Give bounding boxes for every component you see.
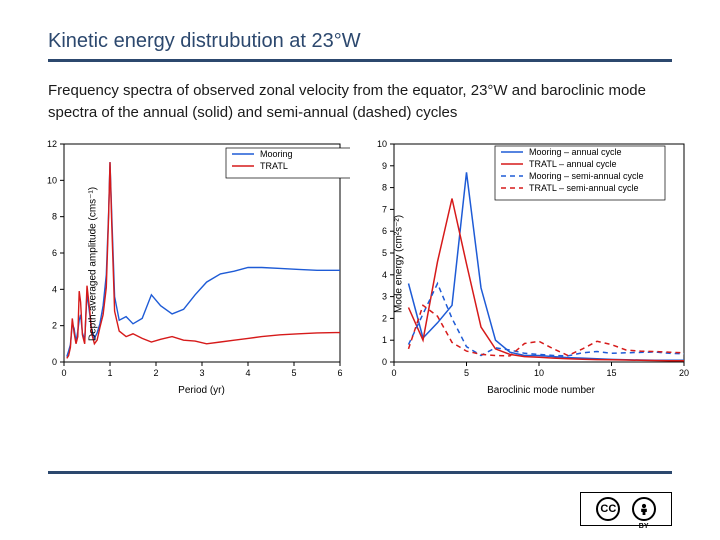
svg-text:TRATL – annual cycle: TRATL – annual cycle bbox=[529, 159, 617, 169]
cc-by-badge: CC BY bbox=[580, 492, 672, 526]
svg-text:Mooring: Mooring bbox=[260, 149, 293, 159]
slide-title: Kinetic energy distrubution at 23°W bbox=[48, 30, 672, 62]
cc-text: CC bbox=[600, 503, 616, 515]
svg-text:10: 10 bbox=[47, 175, 57, 185]
svg-text:6: 6 bbox=[337, 368, 342, 378]
svg-text:8: 8 bbox=[52, 211, 57, 221]
svg-text:2: 2 bbox=[153, 368, 158, 378]
svg-text:5: 5 bbox=[464, 368, 469, 378]
svg-text:TRATL: TRATL bbox=[260, 161, 288, 171]
svg-text:6: 6 bbox=[52, 248, 57, 258]
svg-text:5: 5 bbox=[291, 368, 296, 378]
svg-text:10: 10 bbox=[377, 139, 387, 149]
by-text: BY bbox=[639, 523, 649, 530]
svg-text:5: 5 bbox=[382, 248, 387, 258]
svg-text:7: 7 bbox=[382, 204, 387, 214]
chart-right-xlabel: Baroclinic mode number bbox=[487, 385, 595, 396]
slide-subtitle: Frequency spectra of observed zonal velo… bbox=[48, 80, 672, 124]
svg-text:Mooring – semi-annual cycle: Mooring – semi-annual cycle bbox=[529, 171, 644, 181]
svg-text:1: 1 bbox=[382, 335, 387, 345]
svg-text:12: 12 bbox=[47, 139, 57, 149]
by-icon: BY bbox=[632, 497, 656, 521]
chart-left-ylabel: Depth-averaged amplitude (cms⁻¹) bbox=[88, 186, 99, 340]
svg-text:0: 0 bbox=[382, 357, 387, 367]
svg-text:2: 2 bbox=[382, 313, 387, 323]
svg-text:8: 8 bbox=[382, 182, 387, 192]
svg-text:0: 0 bbox=[61, 368, 66, 378]
svg-text:4: 4 bbox=[52, 284, 57, 294]
svg-text:15: 15 bbox=[606, 368, 616, 378]
chart-left: 0123456024681012MooringTRATL Depth-avera… bbox=[20, 134, 350, 394]
svg-text:20: 20 bbox=[679, 368, 689, 378]
svg-text:TRATL – semi-annual cycle: TRATL – semi-annual cycle bbox=[529, 183, 639, 193]
chart-right-ylabel: Mode energy (cm²s⁻²) bbox=[394, 214, 405, 312]
svg-text:4: 4 bbox=[382, 269, 387, 279]
cc-icon: CC bbox=[596, 497, 620, 521]
svg-text:0: 0 bbox=[52, 357, 57, 367]
charts-row: 0123456024681012MooringTRATL Depth-avera… bbox=[20, 134, 672, 394]
svg-text:0: 0 bbox=[391, 368, 396, 378]
svg-text:3: 3 bbox=[199, 368, 204, 378]
svg-text:3: 3 bbox=[382, 291, 387, 301]
svg-text:2: 2 bbox=[52, 320, 57, 330]
svg-text:10: 10 bbox=[534, 368, 544, 378]
chart-left-xlabel: Period (yr) bbox=[178, 385, 225, 396]
chart-right: 0 5 10 15 20 0 1 2 3 4 5 6 7 8 9 10 Mooring – annual cyc… bbox=[354, 134, 694, 394]
bottom-rule bbox=[48, 471, 672, 474]
svg-text:4: 4 bbox=[245, 368, 250, 378]
svg-text:Mooring – annual cycle: Mooring – annual cycle bbox=[529, 147, 622, 157]
svg-text:9: 9 bbox=[382, 160, 387, 170]
svg-text:1: 1 bbox=[107, 368, 112, 378]
svg-text:6: 6 bbox=[382, 226, 387, 236]
